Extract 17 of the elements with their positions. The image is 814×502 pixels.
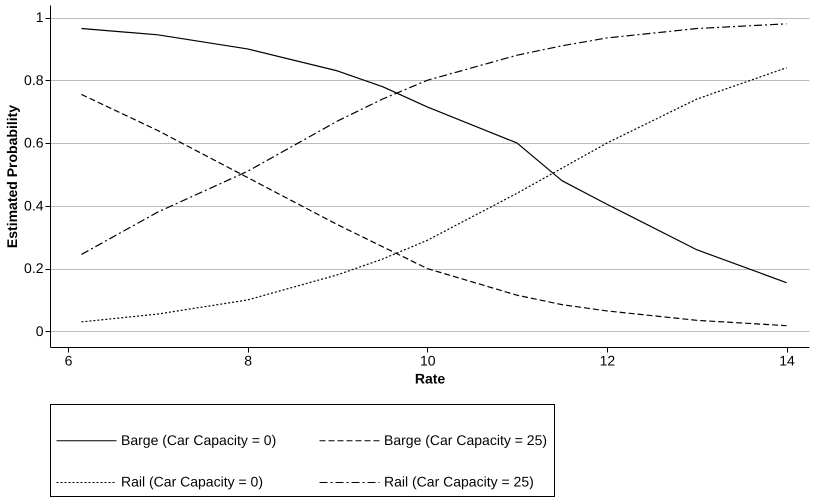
y-tick-label: 0.6 — [24, 134, 44, 151]
legend-label: Barge (Car Capacity = 25) — [384, 432, 548, 448]
y-tick-label: 0 — [36, 322, 44, 339]
x-axis-title: Rate — [414, 370, 446, 386]
x-tick-label: 14 — [779, 352, 796, 368]
y-tick-label: 0.4 — [24, 197, 44, 214]
y-axis-title: Estimated Probability — [4, 104, 20, 248]
x-tick-label: 10 — [420, 352, 436, 368]
legend-label: Rail (Car Capacity = 25) — [384, 474, 534, 490]
y-tick-label: 0.2 — [24, 260, 44, 276]
legend-label: Barge (Car Capacity = 0) — [121, 432, 276, 448]
x-tick-label: 8 — [244, 352, 252, 368]
y-tick-label: 0.8 — [24, 72, 44, 88]
legend-label: Rail (Car Capacity = 0) — [121, 474, 263, 490]
x-tick-label: 12 — [600, 352, 616, 368]
x-tick-label: 6 — [64, 352, 73, 368]
y-tick-label: 1 — [36, 9, 44, 26]
